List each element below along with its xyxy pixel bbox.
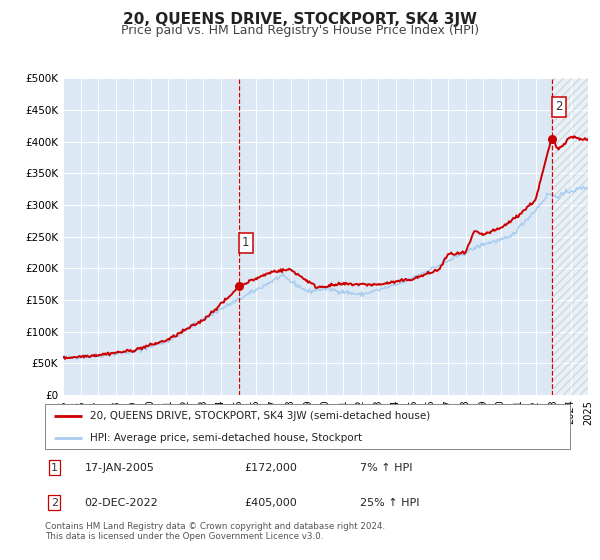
Text: 2: 2 xyxy=(51,497,58,507)
Text: 25% ↑ HPI: 25% ↑ HPI xyxy=(360,497,419,507)
Text: 1: 1 xyxy=(51,463,58,473)
Text: Price paid vs. HM Land Registry's House Price Index (HPI): Price paid vs. HM Land Registry's House … xyxy=(121,24,479,37)
Text: 20, QUEENS DRIVE, STOCKPORT, SK4 3JW (semi-detached house): 20, QUEENS DRIVE, STOCKPORT, SK4 3JW (se… xyxy=(89,412,430,422)
Text: 17-JAN-2005: 17-JAN-2005 xyxy=(85,463,154,473)
Bar xyxy=(551,78,588,395)
Text: 02-DEC-2022: 02-DEC-2022 xyxy=(85,497,158,507)
Text: £172,000: £172,000 xyxy=(245,463,298,473)
Text: Contains HM Land Registry data © Crown copyright and database right 2024.
This d: Contains HM Land Registry data © Crown c… xyxy=(45,522,385,542)
Text: 2: 2 xyxy=(555,100,562,113)
Text: 20, QUEENS DRIVE, STOCKPORT, SK4 3JW: 20, QUEENS DRIVE, STOCKPORT, SK4 3JW xyxy=(123,12,477,27)
Text: £405,000: £405,000 xyxy=(245,497,297,507)
Text: 7% ↑ HPI: 7% ↑ HPI xyxy=(360,463,413,473)
Text: HPI: Average price, semi-detached house, Stockport: HPI: Average price, semi-detached house,… xyxy=(89,433,362,444)
Text: 1: 1 xyxy=(242,236,250,249)
